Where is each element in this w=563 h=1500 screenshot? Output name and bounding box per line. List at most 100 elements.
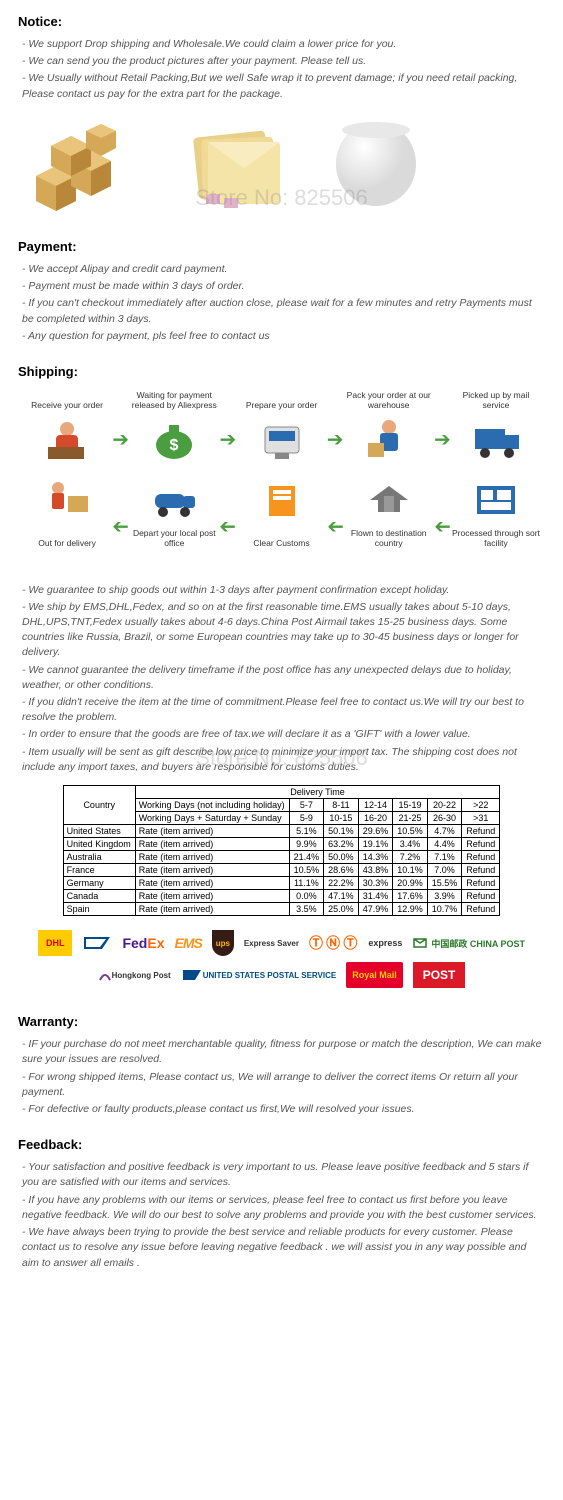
- mailer-image: [176, 116, 286, 211]
- shipping-title: Shipping:: [18, 364, 545, 379]
- flow-step: Depart your local post office: [129, 476, 219, 553]
- feedback-title: Feedback:: [18, 1137, 545, 1152]
- col: 8-11: [324, 799, 359, 812]
- bubble-wrap-image: [326, 116, 436, 211]
- notice-line: - We Usually without Retail Packing,But …: [22, 71, 545, 101]
- rate-cell: Refund: [462, 851, 500, 864]
- rate-cell: 20.9%: [393, 877, 428, 890]
- col: >22: [462, 799, 500, 812]
- arrow-icon: ➔: [219, 415, 236, 464]
- notice-title: Notice:: [18, 14, 545, 29]
- australia-post-logo: POST: [413, 962, 466, 988]
- shipping-line: - We ship by EMS,DHL,Fedex, and so on at…: [22, 600, 545, 661]
- rate-cell: Refund: [462, 825, 500, 838]
- rate-cell: 25.0%: [324, 903, 359, 916]
- rate-cell: 47.9%: [358, 903, 393, 916]
- rate-label-cell: Rate (item arrived): [135, 825, 289, 838]
- shipping-flow-diagram: Receive your order ➔ Waiting for payment…: [18, 387, 545, 569]
- tnt-express-label: express: [368, 930, 402, 956]
- country-cell: Canada: [63, 890, 135, 903]
- rate-cell: Refund: [462, 838, 500, 851]
- warranty-title: Warranty:: [18, 1014, 545, 1029]
- warranty-line: - For wrong shipped items, Please contac…: [22, 1070, 545, 1100]
- rate-cell: 11.1%: [289, 877, 324, 890]
- arrow-icon: ➔: [434, 415, 451, 464]
- hongkong-post-logo: Hongkong Post: [98, 962, 171, 988]
- payment-title: Payment:: [18, 239, 545, 254]
- rate-cell: Refund: [462, 890, 500, 903]
- flow-step: Clear Customs: [236, 476, 326, 553]
- rate-cell: 4.4%: [427, 838, 462, 851]
- country-cell: United States: [63, 825, 135, 838]
- notice-line: - We can send you the product pictures a…: [22, 54, 545, 69]
- shipping-line: - If you didn't receive the item at the …: [22, 695, 545, 725]
- rate-cell: 10.7%: [427, 903, 462, 916]
- col: 10-15: [324, 812, 359, 825]
- country-cell: France: [63, 864, 135, 877]
- rate-cell: 0.0%: [289, 890, 324, 903]
- col: 20-22: [427, 799, 462, 812]
- notice-line: - We support Drop shipping and Wholesale…: [22, 37, 545, 52]
- rate-cell: 5.1%: [289, 825, 324, 838]
- col: 5-9: [289, 812, 324, 825]
- rate-cell: 3.4%: [393, 838, 428, 851]
- rate-cell: 10.1%: [393, 864, 428, 877]
- svg-text:$: $: [170, 437, 179, 454]
- feedback-line: - If you have any problems with our item…: [22, 1193, 545, 1223]
- country-header: Country: [63, 786, 135, 825]
- rate-cell: 50.1%: [324, 825, 359, 838]
- payment-line: - Any question for payment, pls feel fre…: [22, 329, 545, 344]
- usps-logo: [82, 930, 112, 956]
- flow-step: Out for delivery: [22, 476, 112, 553]
- arrow-icon: ➔: [327, 415, 344, 464]
- ems-logo: EMS: [174, 930, 201, 956]
- rate-label-cell: Rate (item arrived): [135, 890, 289, 903]
- ups-logo: ups: [212, 930, 234, 956]
- flow-step: Picked up by mail service: [451, 391, 541, 464]
- row-label: Working Days (not including holiday): [135, 799, 289, 812]
- rate-cell: 22.2%: [324, 877, 359, 890]
- row-label: Working Days + Saturday + Sunday: [135, 812, 289, 825]
- rate-cell: 12.9%: [393, 903, 428, 916]
- rate-cell: 47.1%: [324, 890, 359, 903]
- rate-cell: 9.9%: [289, 838, 324, 851]
- country-cell: Australia: [63, 851, 135, 864]
- arrow-icon: ➔: [219, 500, 236, 553]
- payment-line: - Payment must be made within 3 days of …: [22, 279, 545, 294]
- usps-logo-2: UNITED STATES POSTAL SERVICE: [181, 962, 337, 988]
- flow-step: Receive your order: [22, 391, 112, 464]
- rate-cell: 21.4%: [289, 851, 324, 864]
- col: 16-20: [358, 812, 393, 825]
- packaging-images: [26, 116, 545, 211]
- rate-cell: Refund: [462, 877, 500, 890]
- delivery-header: Delivery Time: [135, 786, 500, 799]
- rate-cell: 19.1%: [358, 838, 393, 851]
- flow-step: Waiting for payment released by Aliexpre…: [129, 391, 219, 464]
- rate-label-cell: Rate (item arrived): [135, 838, 289, 851]
- shipping-line: - We cannot guarantee the delivery timef…: [22, 663, 545, 693]
- rate-cell: 10.5%: [393, 825, 428, 838]
- country-cell: Spain: [63, 903, 135, 916]
- warranty-line: - For defective or faulty products,pleas…: [22, 1102, 545, 1117]
- rate-cell: 30.3%: [358, 877, 393, 890]
- shipping-line: - We guarantee to ship goods out within …: [22, 583, 545, 598]
- arrow-icon: ➔: [112, 500, 129, 553]
- rate-cell: 14.3%: [358, 851, 393, 864]
- rate-cell: 50.0%: [324, 851, 359, 864]
- rate-cell: 63.2%: [324, 838, 359, 851]
- warranty-line: - IF your purchase do not meet merchanta…: [22, 1037, 545, 1067]
- payment-line: - If you can't checkout immediately afte…: [22, 296, 545, 326]
- flow-step: Pack your order at our warehouse: [344, 391, 434, 464]
- payment-line: - We accept Alipay and credit card payme…: [22, 262, 545, 277]
- rate-cell: 3.9%: [427, 890, 462, 903]
- rate-label-cell: Rate (item arrived): [135, 864, 289, 877]
- rate-cell: 28.6%: [324, 864, 359, 877]
- rate-label-cell: Rate (item arrived): [135, 903, 289, 916]
- arrow-icon: ➔: [327, 500, 344, 553]
- rate-cell: 43.8%: [358, 864, 393, 877]
- col: 15-19: [393, 799, 428, 812]
- rate-cell: 29.6%: [358, 825, 393, 838]
- arrow-icon: ➔: [112, 415, 129, 464]
- boxes-image: [26, 116, 136, 211]
- col: >31: [462, 812, 500, 825]
